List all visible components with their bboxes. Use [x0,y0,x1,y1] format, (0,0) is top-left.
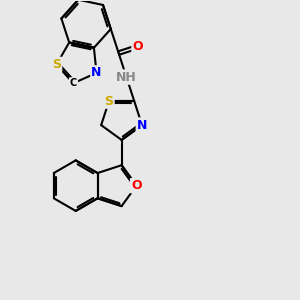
Text: N: N [92,66,102,80]
Text: S: S [52,58,61,71]
Text: N: N [137,118,147,132]
Text: C: C [70,78,77,88]
Text: NH: NH [116,70,137,84]
Text: O: O [131,179,142,192]
Text: O: O [133,40,143,53]
Text: S: S [104,94,113,108]
